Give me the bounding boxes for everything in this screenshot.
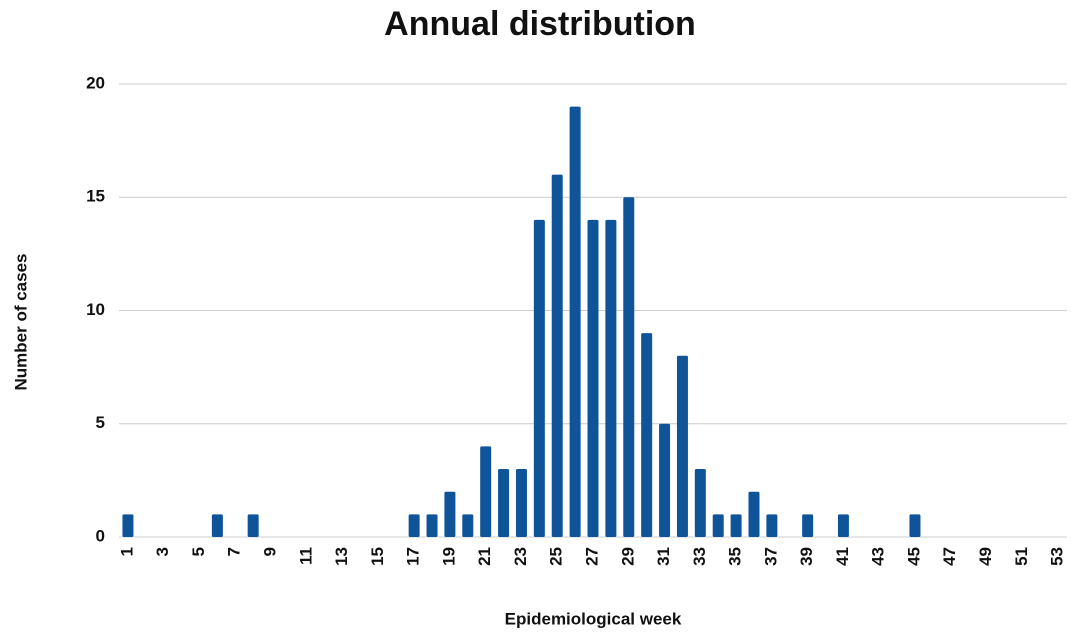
- x-tick-label: 33: [690, 547, 709, 566]
- x-tick-label: 37: [761, 547, 780, 566]
- bar: [587, 219, 599, 537]
- y-tick-label: 0: [96, 526, 105, 545]
- bar: [730, 514, 742, 537]
- x-tick-label: 3: [153, 547, 172, 556]
- x-tick-label: 39: [797, 547, 816, 566]
- x-tick-label: 15: [368, 547, 387, 566]
- x-tick-label: 17: [404, 547, 423, 566]
- bar: [533, 219, 545, 537]
- x-tick-label: 11: [296, 547, 315, 565]
- y-tick-label: 5: [96, 413, 105, 432]
- chart-title: Annual distribution: [384, 5, 696, 43]
- bar: [498, 469, 510, 537]
- bar: [802, 514, 814, 537]
- bar: [748, 491, 760, 537]
- x-tick-label: 47: [940, 547, 959, 566]
- y-axis-label: Number of cases: [11, 254, 30, 391]
- bar: [712, 514, 724, 537]
- bar: [444, 491, 456, 537]
- x-tick-label: 13: [332, 547, 351, 566]
- x-tick-label: 1: [117, 547, 136, 556]
- bar: [551, 174, 563, 537]
- bar: [659, 423, 671, 537]
- bar: [462, 514, 474, 537]
- x-tick-label: 49: [976, 547, 995, 566]
- bar: [766, 514, 778, 537]
- x-tick-label: 41: [833, 547, 852, 566]
- bar: [408, 514, 420, 537]
- x-tick-label: 25: [547, 547, 566, 566]
- x-tick-label: 53: [1048, 547, 1067, 566]
- bar: [515, 469, 527, 537]
- x-tick-label: 23: [511, 547, 530, 566]
- y-tick-label: 10: [86, 300, 105, 319]
- y-tick-label: 15: [86, 187, 105, 206]
- x-tick-label: 27: [582, 547, 601, 566]
- y-tick-label: 20: [86, 73, 105, 92]
- x-axis-label: Epidemiological week: [505, 609, 682, 628]
- x-tick-label: 9: [261, 547, 280, 556]
- x-tick-label: 19: [439, 547, 458, 566]
- bar: [122, 514, 134, 537]
- bar: [676, 355, 688, 537]
- bar: [641, 333, 653, 537]
- x-tick-label: 35: [726, 547, 745, 566]
- x-tick-label: 7: [225, 547, 244, 556]
- bar: [605, 219, 617, 537]
- x-tick-label: 29: [618, 547, 637, 566]
- x-tick-label: 43: [869, 547, 888, 566]
- x-tick-label: 21: [475, 547, 494, 566]
- bar: [837, 514, 849, 537]
- bar: [623, 197, 635, 537]
- x-tick-label: 5: [189, 547, 208, 556]
- x-tick-label: 45: [904, 547, 923, 566]
- x-tick-label: 31: [654, 547, 673, 566]
- bar: [426, 514, 438, 537]
- bar: [694, 469, 706, 537]
- bar: [247, 514, 259, 537]
- x-tick-label: 51: [1012, 547, 1031, 566]
- bar: [211, 514, 223, 537]
- bar: [909, 514, 921, 537]
- bar: [569, 106, 581, 538]
- bar: [480, 446, 492, 537]
